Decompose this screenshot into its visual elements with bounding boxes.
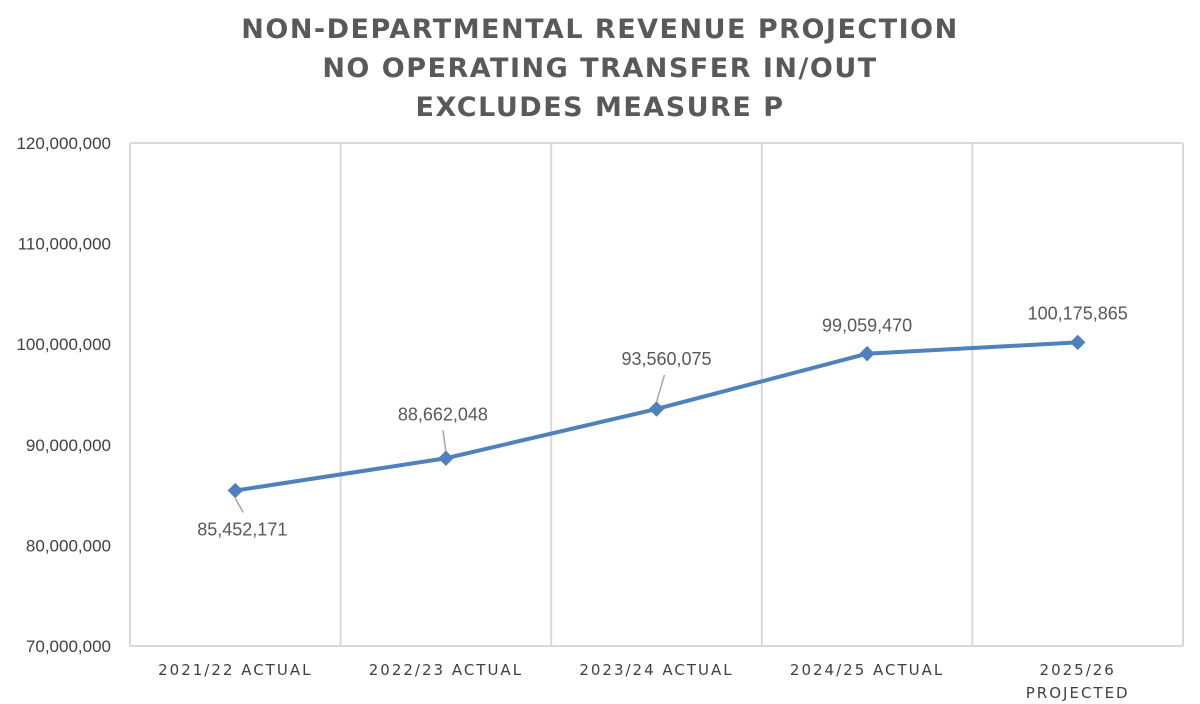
x-tick-label: 2022/23 ACTUAL [369, 661, 523, 679]
y-tick-label: 70,000,000 [26, 637, 111, 656]
data-label-leader [234, 498, 244, 513]
y-tick-label: 80,000,000 [26, 536, 111, 555]
y-axis-tick-labels: 70,000,000 80,000,000 90,000,000 100,000,00… [16, 134, 111, 656]
data-point-marker [648, 401, 665, 417]
data-point-marker [859, 345, 875, 362]
chart-title-line-2: NO OPERATING TRANSFER IN/OUT [322, 53, 878, 84]
data-point-marker [438, 450, 454, 466]
y-tick-label: 120,000,000 [16, 134, 111, 153]
x-tick-label: 2023/24 ACTUAL [579, 661, 733, 679]
data-label: 88,662,048 [398, 404, 488, 424]
data-label-leader [655, 374, 666, 403]
x-axis-tick-labels: 2021/22 ACTUAL 2022/23 ACTUAL 2023/24 ACTU… [158, 661, 1130, 702]
chart-title-line-3: EXCLUDES MEASURE P [415, 92, 785, 123]
data-point-marker [227, 482, 244, 499]
y-tick-label: 100,000,000 [16, 335, 111, 354]
x-tick-label: 2021/22 ACTUAL [158, 661, 312, 679]
data-labels: 85,452,171 88,662,048 93,560,075 99,059,470… [197, 303, 1128, 539]
data-label-leader [442, 430, 447, 452]
data-label: 85,452,171 [197, 520, 287, 540]
chart-title-line-1: NON-DEPARTMENTAL REVENUE PROJECTION [241, 14, 959, 45]
y-tick-label: 110,000,000 [18, 235, 111, 254]
chart-title: NON-DEPARTMENTAL REVENUE PROJECTION NO O… [0, 10, 1200, 127]
data-label: 93,560,075 [621, 349, 711, 369]
series-line-group [227, 334, 1086, 499]
y-tick-label: 90,000,000 [26, 436, 111, 455]
x-tick-label: 2025/26 PROJECTED [1026, 661, 1130, 702]
x-tick-label: 2024/25 ACTUAL [790, 661, 944, 679]
data-label: 99,059,470 [822, 316, 912, 336]
data-label: 100,175,865 [1028, 303, 1128, 323]
gridlines [129, 142, 1184, 647]
data-point-marker [1069, 334, 1086, 351]
